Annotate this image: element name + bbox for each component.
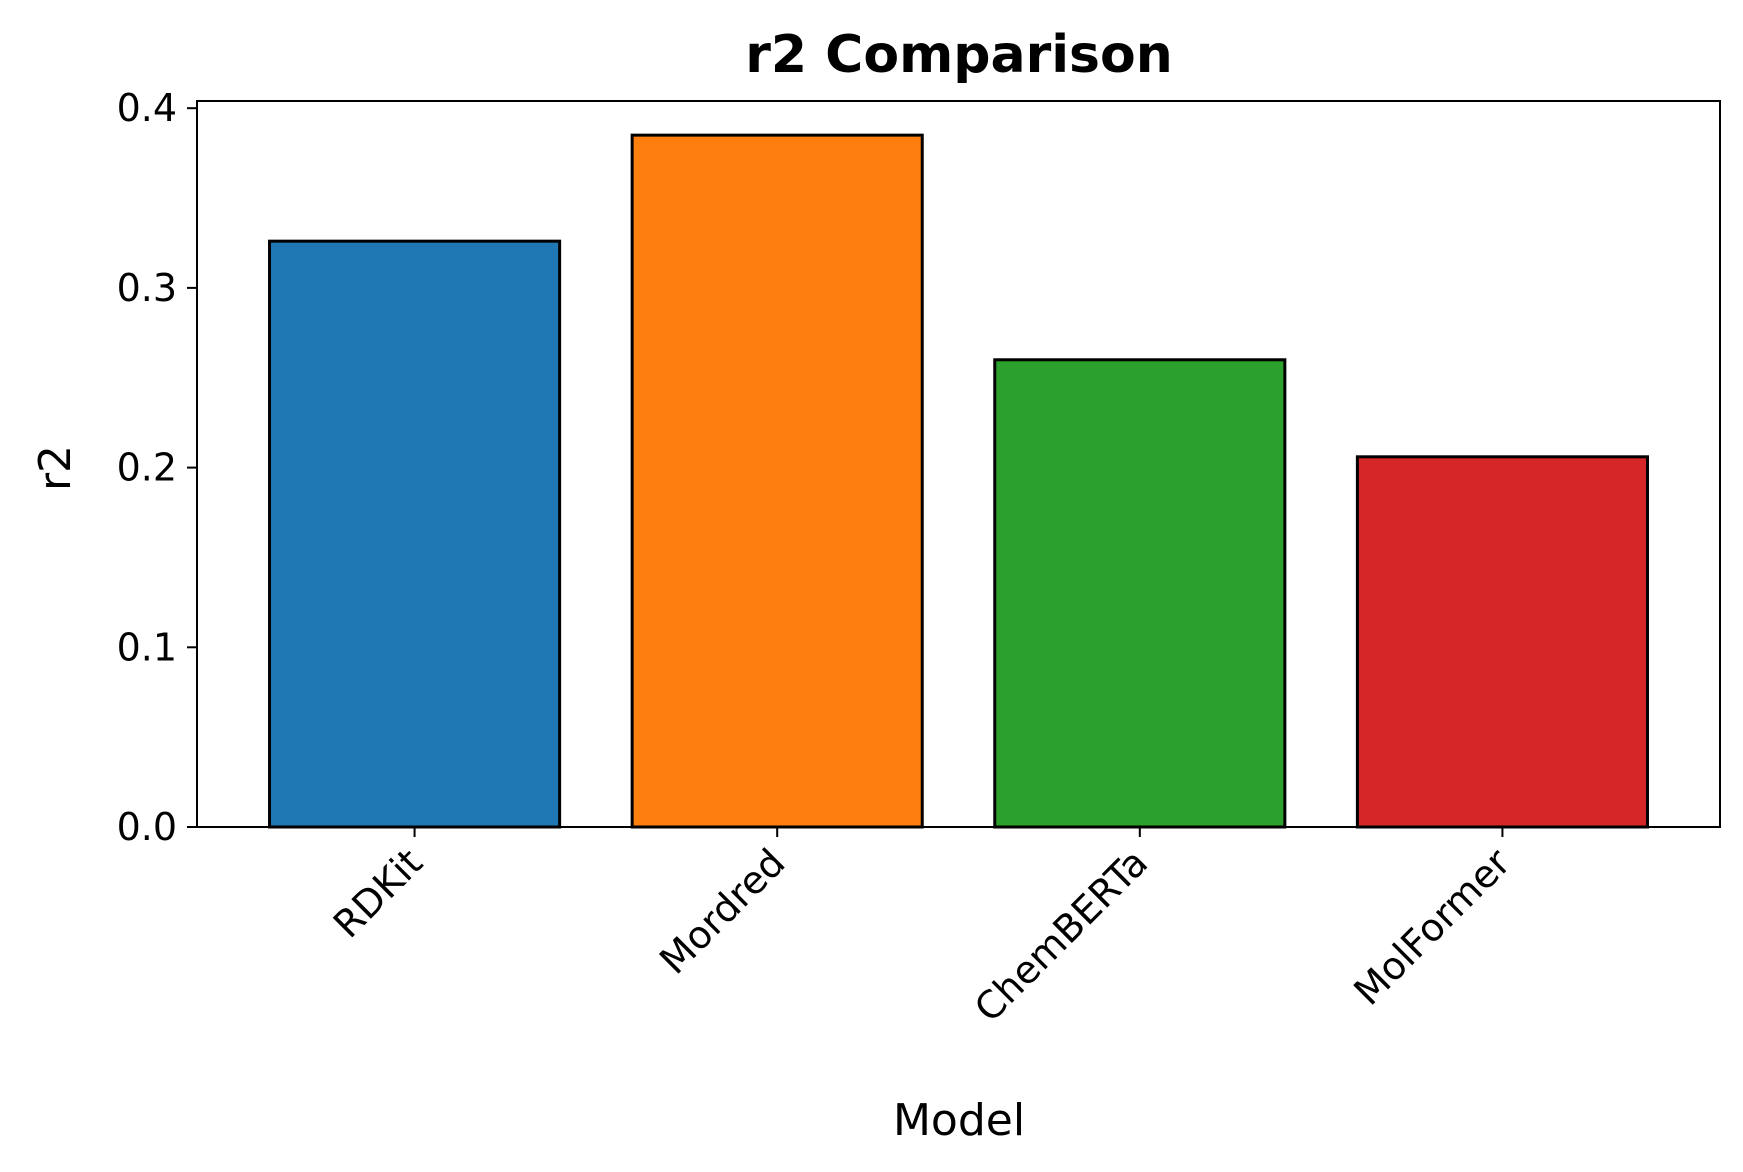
- chart-title: r2 Comparison: [745, 25, 1172, 85]
- plot-frame: [196, 100, 1721, 828]
- y-tick-label: 0.0: [117, 805, 177, 849]
- x-axis-label: Model: [893, 1095, 1025, 1146]
- bar-molformer: [1355, 455, 1649, 829]
- bars-layer: [268, 133, 1649, 829]
- y-tick-label: 0.4: [117, 86, 177, 130]
- bar-mordred: [630, 133, 924, 829]
- y-tick-label: 0.2: [117, 446, 177, 490]
- bar-chemberta: [993, 358, 1287, 829]
- y-axis: 0.0 0.1 0.2 0.3 0.4: [117, 86, 197, 849]
- y-tick-label: 0.1: [117, 625, 177, 669]
- y-axis-label: r2: [30, 445, 81, 491]
- y-tick-label: 0.3: [117, 266, 177, 310]
- bar-rdkit: [268, 239, 562, 829]
